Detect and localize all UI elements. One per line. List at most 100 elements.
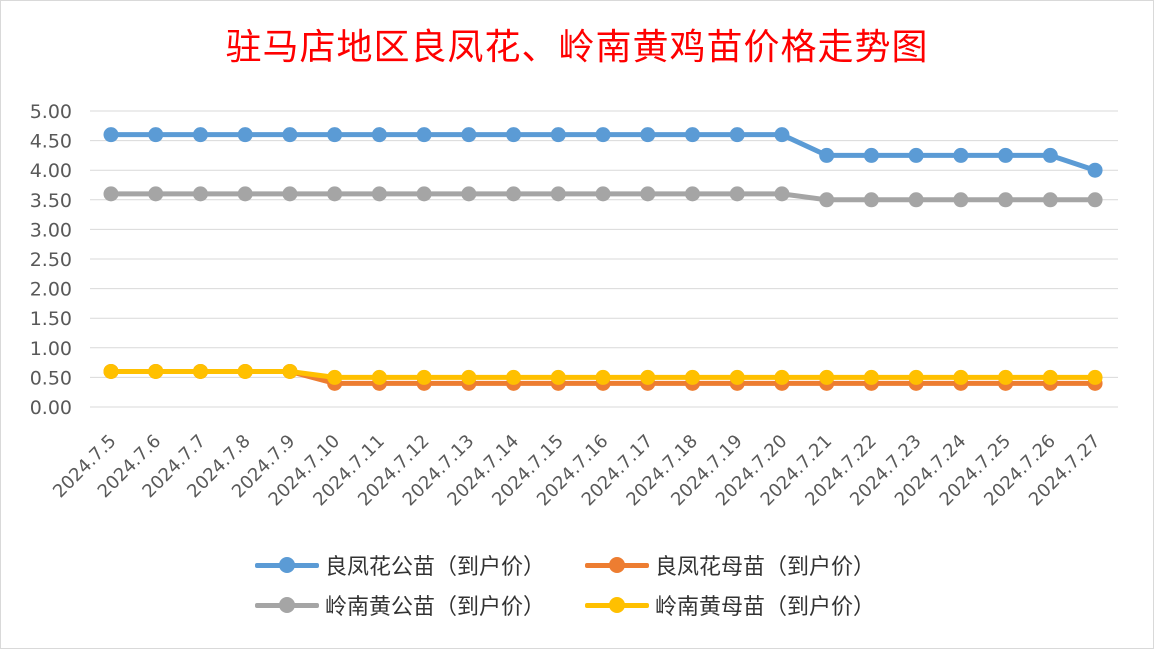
data-point[interactable] bbox=[282, 186, 298, 202]
data-point[interactable] bbox=[819, 192, 835, 208]
data-point[interactable] bbox=[640, 186, 656, 202]
data-point[interactable] bbox=[148, 363, 164, 379]
gridlines bbox=[90, 110, 1118, 408]
data-point[interactable] bbox=[908, 369, 924, 385]
data-point[interactable] bbox=[371, 186, 387, 202]
data-point[interactable] bbox=[371, 369, 387, 385]
data-point[interactable] bbox=[1042, 369, 1058, 385]
y-tick-label: 5.00 bbox=[30, 101, 72, 123]
data-point[interactable] bbox=[863, 369, 879, 385]
legend-item-lf-male[interactable]: 良凤花公苗（到户价） bbox=[255, 550, 545, 580]
legend-item-ln-female[interactable]: 岭南黄母苗（到户价） bbox=[585, 590, 875, 620]
data-point[interactable] bbox=[550, 186, 566, 202]
data-point[interactable] bbox=[729, 369, 745, 385]
data-point[interactable] bbox=[282, 127, 298, 143]
data-point[interactable] bbox=[506, 369, 522, 385]
y-tick-label: 2.00 bbox=[30, 279, 72, 301]
data-point[interactable] bbox=[103, 186, 119, 202]
legend-item-lf-female[interactable]: 良凤花母苗（到户价） bbox=[585, 550, 875, 580]
data-point[interactable] bbox=[192, 186, 208, 202]
y-tick-label: 3.50 bbox=[30, 190, 72, 212]
data-point[interactable] bbox=[953, 369, 969, 385]
data-point[interactable] bbox=[327, 369, 343, 385]
data-point[interactable] bbox=[640, 369, 656, 385]
data-point[interactable] bbox=[506, 127, 522, 143]
y-tick-label: 0.00 bbox=[30, 397, 72, 419]
data-point[interactable] bbox=[684, 369, 700, 385]
data-point[interactable] bbox=[819, 369, 835, 385]
data-point[interactable] bbox=[282, 363, 298, 379]
data-point[interactable] bbox=[729, 186, 745, 202]
legend-label: 岭南黄母苗（到户价） bbox=[655, 595, 876, 620]
series-ln_female bbox=[103, 363, 1103, 385]
data-point[interactable] bbox=[998, 192, 1014, 208]
data-point[interactable] bbox=[640, 127, 656, 143]
data-point[interactable] bbox=[416, 186, 432, 202]
data-point[interactable] bbox=[1042, 192, 1058, 208]
data-point[interactable] bbox=[416, 127, 432, 143]
legend-swatch-ln-female bbox=[585, 590, 649, 620]
data-point[interactable] bbox=[774, 369, 790, 385]
y-tick-label: 4.50 bbox=[30, 131, 72, 153]
series-lf_male bbox=[103, 127, 1103, 178]
data-point[interactable] bbox=[1087, 369, 1103, 385]
data-point[interactable] bbox=[684, 127, 700, 143]
series-lines bbox=[103, 127, 1103, 391]
y-axis-tick-labels: 0.00 0.50 1.00 1.50 2.00 2.50 3.00 3.50 4.00 4.50… bbox=[30, 101, 72, 419]
y-tick-label: 1.00 bbox=[30, 338, 72, 360]
data-point[interactable] bbox=[1042, 147, 1058, 163]
data-point[interactable] bbox=[550, 127, 566, 143]
data-point[interactable] bbox=[103, 127, 119, 143]
data-point[interactable] bbox=[327, 186, 343, 202]
data-point[interactable] bbox=[461, 127, 477, 143]
data-point[interactable] bbox=[998, 369, 1014, 385]
chart-title: 驻马店地区良凤花、岭南黄鸡苗价格走势图 bbox=[225, 27, 929, 68]
data-point[interactable] bbox=[774, 186, 790, 202]
data-point[interactable] bbox=[998, 147, 1014, 163]
data-point[interactable] bbox=[908, 147, 924, 163]
legend-swatch-lf-female bbox=[585, 550, 649, 580]
legend-swatch-ln-male bbox=[255, 590, 319, 620]
data-point[interactable] bbox=[327, 127, 343, 143]
data-point[interactable] bbox=[416, 369, 432, 385]
data-point[interactable] bbox=[863, 192, 879, 208]
data-point[interactable] bbox=[148, 127, 164, 143]
data-point[interactable] bbox=[506, 186, 522, 202]
data-point[interactable] bbox=[595, 127, 611, 143]
data-point[interactable] bbox=[192, 363, 208, 379]
y-tick-label: 0.50 bbox=[30, 367, 72, 389]
data-point[interactable] bbox=[729, 127, 745, 143]
data-point[interactable] bbox=[908, 192, 924, 208]
legend-label: 岭南黄公苗（到户价） bbox=[325, 595, 546, 620]
data-point[interactable] bbox=[819, 147, 835, 163]
data-point[interactable] bbox=[684, 186, 700, 202]
y-tick-label: 1.50 bbox=[30, 308, 72, 330]
y-tick-label: 2.50 bbox=[30, 249, 72, 271]
legend-item-ln-male[interactable]: 岭南黄公苗（到户价） bbox=[255, 590, 545, 620]
data-point[interactable] bbox=[237, 186, 253, 202]
data-point[interactable] bbox=[461, 186, 477, 202]
data-point[interactable] bbox=[863, 147, 879, 163]
data-point[interactable] bbox=[953, 192, 969, 208]
data-point[interactable] bbox=[461, 369, 477, 385]
x-axis-tick-labels: 2024.7.52024.7.62024.7.72024.7.82024.7.9… bbox=[49, 431, 1105, 511]
data-point[interactable] bbox=[192, 127, 208, 143]
data-point[interactable] bbox=[595, 186, 611, 202]
data-point[interactable] bbox=[550, 369, 566, 385]
y-tick-label: 3.00 bbox=[30, 219, 72, 241]
data-point[interactable] bbox=[953, 147, 969, 163]
legend-swatch-lf-male bbox=[255, 550, 319, 580]
legend-label: 良凤花公苗（到户价） bbox=[325, 555, 546, 580]
data-point[interactable] bbox=[103, 363, 119, 379]
legend-label: 良凤花母苗（到户价） bbox=[655, 555, 876, 580]
data-point[interactable] bbox=[774, 127, 790, 143]
data-point[interactable] bbox=[371, 127, 387, 143]
data-point[interactable] bbox=[595, 369, 611, 385]
data-point[interactable] bbox=[237, 363, 253, 379]
data-point[interactable] bbox=[1087, 192, 1103, 208]
data-point[interactable] bbox=[148, 186, 164, 202]
data-point[interactable] bbox=[1087, 162, 1103, 178]
data-point[interactable] bbox=[237, 127, 253, 143]
